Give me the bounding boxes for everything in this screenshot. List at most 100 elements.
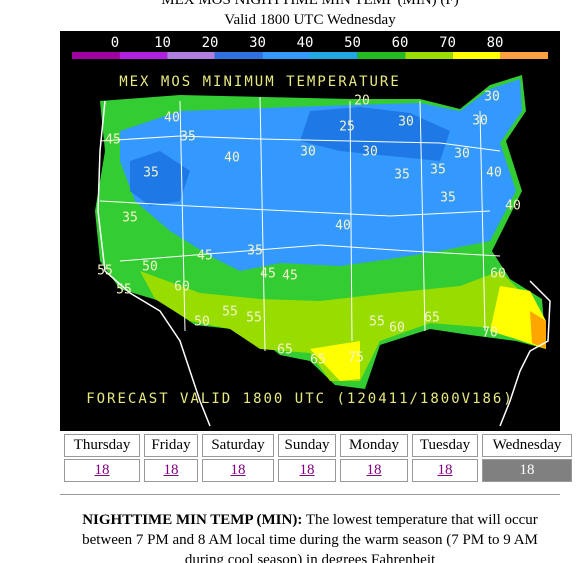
contour-label: 35 xyxy=(430,163,446,178)
contour-label: 55 xyxy=(222,305,238,320)
contour-label: 25 xyxy=(339,120,355,135)
contour-label: 30 xyxy=(300,145,316,160)
legend-swatch xyxy=(357,52,406,59)
contour-label: 45 xyxy=(282,269,298,284)
legend-swatch xyxy=(119,52,168,59)
legend-label: 50 xyxy=(344,35,361,51)
map-footer: FORECAST VALID 1800 UTC (120411/1800V186… xyxy=(86,391,514,407)
contour-label: 40 xyxy=(224,151,240,166)
link-cell: 18 xyxy=(278,459,336,482)
legend-label: 20 xyxy=(202,35,219,51)
day-link[interactable]: 18 xyxy=(94,462,110,478)
region-orange xyxy=(530,311,546,349)
coastline xyxy=(499,280,551,427)
link-cell: 18 xyxy=(144,459,198,482)
legend-swatch xyxy=(167,52,215,59)
contour-label: 35 xyxy=(180,130,196,145)
contour-label: 30 xyxy=(484,90,500,105)
legend-swatch xyxy=(72,52,120,59)
legend-label: 0 xyxy=(111,35,119,51)
selected-day: 18 xyxy=(482,459,572,482)
day-link[interactable]: 18 xyxy=(366,462,382,478)
contour-label: 30 xyxy=(362,145,378,160)
page-title: MEX MOS NIGHTTIME MIN TEMP (MIN) (F) xyxy=(161,0,459,8)
link-cell: 18 xyxy=(202,459,274,482)
legend-label: 40 xyxy=(297,35,314,51)
contour-label: 45 xyxy=(260,267,276,282)
day-header: Monday xyxy=(340,434,408,457)
contour-label: 40 xyxy=(505,199,521,214)
contour-label: 50 xyxy=(194,315,210,330)
link-cell: 18 xyxy=(412,459,478,482)
day-header: Tuesday xyxy=(412,434,478,457)
day-header: Saturday xyxy=(202,434,274,457)
contour-label: 30 xyxy=(472,114,488,129)
region-yellowgreen xyxy=(140,271,530,381)
legend-label: 10 xyxy=(154,35,171,51)
contour-label: 55 xyxy=(116,283,132,298)
contour-label: 35 xyxy=(247,244,263,259)
day-table: Thursday Friday Saturday Sunday Monday Tuesda… xyxy=(60,432,576,484)
legend-label: 80 xyxy=(487,35,504,51)
region-darkblue xyxy=(130,151,190,206)
region-yellow xyxy=(310,341,360,381)
legend-swatch xyxy=(500,52,548,59)
day-link[interactable]: 18 xyxy=(299,462,315,478)
contour-label: 55 xyxy=(369,315,385,330)
contour-label: 40 xyxy=(486,166,502,181)
contour-label: 55 xyxy=(246,311,262,326)
legend-label: 60 xyxy=(392,35,409,51)
day-header: Thursday xyxy=(64,434,140,457)
legend-swatch xyxy=(405,52,453,59)
contour-label: 35 xyxy=(440,191,456,206)
legend-swatch xyxy=(214,52,263,59)
day-row: Thursday Friday Saturday Sunday Monday Tuesda… xyxy=(64,434,572,457)
contour-label: 40 xyxy=(164,111,180,126)
contour-label: 65 xyxy=(424,311,440,326)
map: 0 10 20 30 40 50 60 70 80 MEX MOS MINIMUM TEMPER… xyxy=(60,31,560,431)
contour-label: 20 xyxy=(354,94,370,109)
contour-label: 35 xyxy=(143,166,159,181)
day-header: Friday xyxy=(144,434,198,457)
link-row: 18 18 18 18 18 18 18 xyxy=(64,459,572,482)
divider xyxy=(60,494,560,495)
contour-label: 60 xyxy=(174,280,190,295)
map-title: MEX MOS MINIMUM TEMPERATURE xyxy=(119,74,401,90)
contour-label: 50 xyxy=(142,260,158,275)
contour-label: 60 xyxy=(490,267,506,282)
state-borders xyxy=(99,96,501,352)
description-text: The lowest temperature that will occur b… xyxy=(82,512,538,563)
contour-label: 65 xyxy=(310,353,326,368)
region-darkblue xyxy=(300,107,450,161)
day-link[interactable]: 18 xyxy=(437,462,453,478)
contour-label: 35 xyxy=(122,211,138,226)
contour-label: 45 xyxy=(105,133,121,148)
day-link[interactable]: 18 xyxy=(163,462,179,478)
legend: 0 10 20 30 40 50 60 70 80 xyxy=(72,35,548,59)
contour-label: 45 xyxy=(197,249,213,264)
legend-swatch xyxy=(262,52,310,59)
coastline xyxy=(97,100,211,427)
legend-swatch xyxy=(452,52,501,59)
contour-label: 30 xyxy=(454,147,470,162)
contour-label: 40 xyxy=(335,219,351,234)
page-subtitle: Valid 1800 UTC Wednesday xyxy=(224,12,396,28)
legend-label: 70 xyxy=(439,35,456,51)
description: NIGHTTIME MIN TEMP (MIN): The lowest tem… xyxy=(62,510,558,563)
contour-label: 75 xyxy=(348,351,364,366)
contour-label: 30 xyxy=(398,115,414,130)
contour-label: 35 xyxy=(394,168,410,183)
link-cell: 18 xyxy=(64,459,140,482)
contour-label: 60 xyxy=(389,321,405,336)
day-link[interactable]: 18 xyxy=(230,462,246,478)
contour-label: 65 xyxy=(277,343,293,358)
link-cell: 18 xyxy=(340,459,408,482)
contour-label: 55 xyxy=(97,264,113,279)
description-term: NIGHTTIME MIN TEMP (MIN): xyxy=(82,512,303,528)
day-header: Wednesday xyxy=(482,434,572,457)
legend-label: 30 xyxy=(249,35,266,51)
legend-swatch xyxy=(310,52,358,59)
day-header: Sunday xyxy=(278,434,336,457)
